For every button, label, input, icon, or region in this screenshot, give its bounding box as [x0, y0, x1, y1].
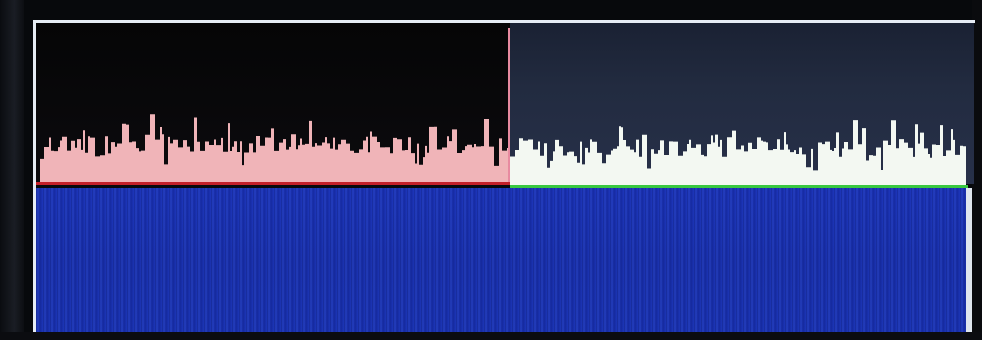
waterfall-edge	[966, 188, 972, 334]
display-frame	[33, 20, 975, 336]
waterfall-display[interactable]	[36, 188, 968, 334]
spectrum-trace-left	[40, 114, 508, 182]
spectrum-baseline-left	[36, 182, 510, 185]
center-frequency-marker[interactable]	[508, 28, 510, 184]
monitor-bezel-right	[972, 0, 982, 340]
spectrum-trace-right	[510, 120, 966, 185]
monitor-bezel-bottom	[0, 332, 982, 340]
spectrum-trace	[40, 114, 966, 185]
monitor-bezel-left	[0, 0, 24, 340]
spectrum-baseline-right	[510, 185, 968, 188]
